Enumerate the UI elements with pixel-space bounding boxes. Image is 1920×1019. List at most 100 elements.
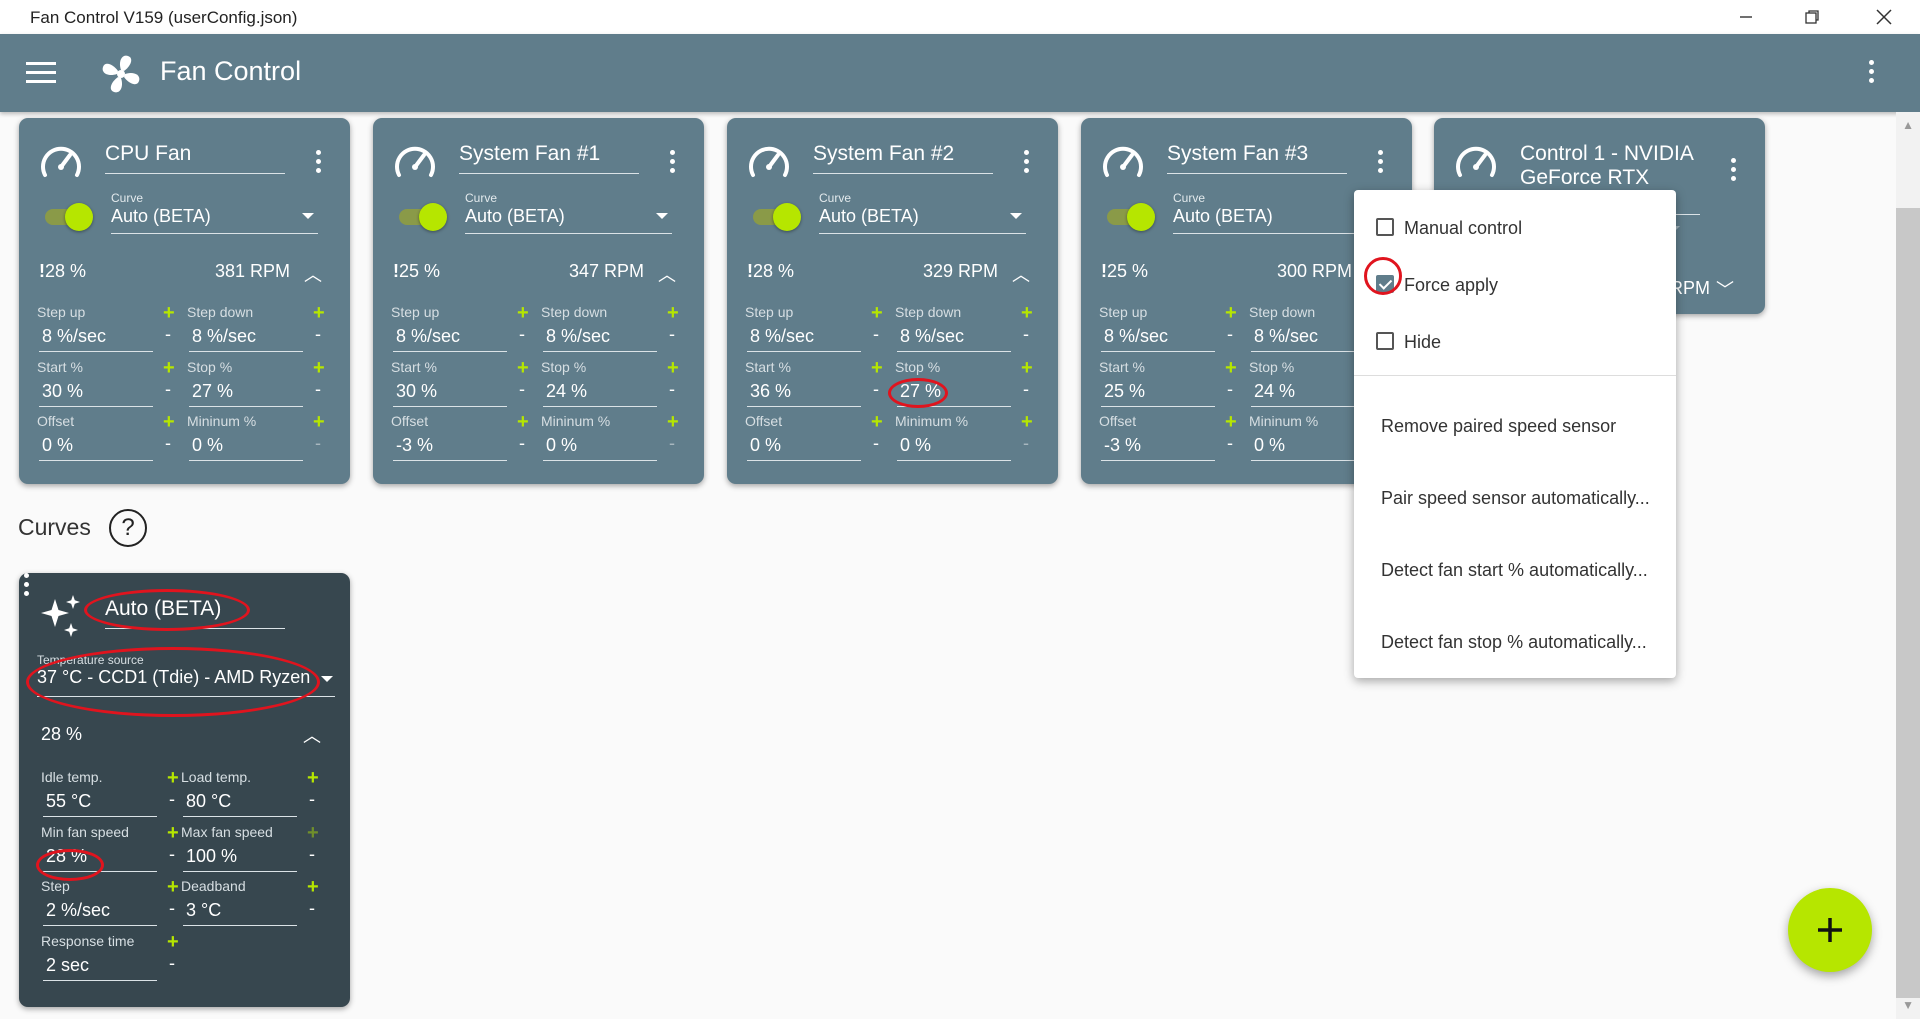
decrement-button[interactable]: - — [873, 379, 879, 399]
decrement-button[interactable]: - — [169, 844, 175, 864]
increment-button[interactable]: + — [307, 876, 319, 898]
decrement-button[interactable]: - — [1227, 324, 1233, 344]
control-name-field[interactable]: System Fan #2 — [813, 142, 993, 174]
curve-select[interactable]: Auto (BETA) — [465, 206, 672, 234]
menu-item-remove-paired-sensor[interactable]: Remove paired speed sensor — [1354, 404, 1676, 448]
setting-value-input[interactable]: 0 % — [543, 435, 657, 461]
setting-value-input[interactable]: 2 sec — [43, 955, 157, 981]
curve-select[interactable]: Auto (BETA) — [819, 206, 1026, 234]
setting-value-input[interactable]: 3 °C — [183, 900, 297, 926]
add-button[interactable] — [1788, 888, 1872, 972]
setting-value-input[interactable]: 0 % — [1251, 435, 1365, 461]
decrement-button[interactable]: - — [169, 789, 175, 809]
more-vert-icon[interactable] — [1726, 158, 1740, 181]
minimize-button[interactable] — [1716, 0, 1776, 34]
increment-button[interactable]: + — [1225, 302, 1237, 324]
setting-value-input[interactable]: -3 % — [393, 435, 507, 461]
decrement-button[interactable]: - — [165, 433, 171, 453]
control-name-field[interactable]: CPU Fan — [105, 142, 285, 174]
setting-value-input[interactable]: 100 % — [183, 846, 297, 872]
menu-item-detect-stop[interactable]: Detect fan stop % automatically... — [1354, 620, 1676, 664]
setting-value-input[interactable]: 36 % — [747, 381, 861, 407]
scrollbar-thumb[interactable] — [1896, 208, 1920, 998]
scroll-up-arrow[interactable]: ▲ — [1902, 118, 1914, 132]
hamburger-icon[interactable] — [26, 62, 58, 84]
increment-button[interactable]: + — [163, 357, 175, 379]
setting-value-input[interactable]: 30 % — [39, 381, 153, 407]
increment-button[interactable]: + — [871, 411, 883, 433]
decrement-button[interactable]: - — [169, 953, 175, 973]
increment-button[interactable]: + — [307, 767, 319, 789]
decrement-button[interactable]: - — [1023, 379, 1029, 399]
setting-value-input[interactable]: 8 %/sec — [189, 326, 303, 352]
setting-value-input[interactable]: 30 % — [393, 381, 507, 407]
decrement-button[interactable]: - — [309, 789, 315, 809]
setting-value-input[interactable]: 8 %/sec — [897, 326, 1011, 352]
decrement-button[interactable]: - — [315, 433, 321, 453]
decrement-button[interactable]: - — [669, 433, 675, 453]
increment-button[interactable]: + — [517, 357, 529, 379]
increment-button[interactable]: + — [167, 876, 179, 898]
increment-button[interactable]: + — [871, 302, 883, 324]
setting-value-input[interactable]: 80 °C — [183, 791, 297, 817]
increment-button[interactable]: + — [667, 411, 679, 433]
setting-value-input[interactable]: -3 % — [1101, 435, 1215, 461]
increment-button[interactable]: + — [1021, 411, 1033, 433]
increment-button[interactable]: + — [667, 357, 679, 379]
increment-button[interactable]: + — [313, 411, 325, 433]
decrement-button[interactable]: - — [315, 324, 321, 344]
menu-item-manual-control[interactable]: Manual control — [1354, 208, 1676, 248]
menu-item-force-apply[interactable]: Force apply — [1354, 265, 1676, 305]
decrement-button[interactable]: - — [519, 379, 525, 399]
more-vert-icon[interactable] — [1019, 150, 1033, 173]
decrement-button[interactable]: - — [1227, 379, 1233, 399]
increment-button[interactable]: + — [167, 822, 179, 844]
increment-button[interactable]: + — [313, 357, 325, 379]
collapse-chevron-icon[interactable]: ︿ — [304, 265, 322, 285]
decrement-button[interactable]: - — [519, 433, 525, 453]
collapse-chevron-icon[interactable]: ︿ — [303, 726, 321, 746]
setting-value-input[interactable]: 55 °C — [43, 791, 157, 817]
decrement-button[interactable]: - — [1023, 433, 1029, 453]
increment-button[interactable]: + — [1225, 357, 1237, 379]
setting-value-input[interactable]: 24 % — [543, 381, 657, 407]
enable-toggle[interactable] — [753, 203, 801, 231]
setting-value-input[interactable]: 0 % — [39, 435, 153, 461]
decrement-button[interactable]: - — [309, 898, 315, 918]
setting-value-input[interactable]: 0 % — [897, 435, 1011, 461]
curve-select[interactable]: Auto (BETA) — [1173, 206, 1380, 234]
control-name-field[interactable]: System Fan #1 — [459, 142, 639, 174]
increment-button[interactable]: + — [307, 822, 319, 844]
more-vert-icon[interactable] — [665, 150, 679, 173]
more-vert-icon[interactable] — [1373, 150, 1387, 173]
decrement-button[interactable]: - — [669, 379, 675, 399]
increment-button[interactable]: + — [517, 411, 529, 433]
decrement-button[interactable]: - — [315, 379, 321, 399]
decrement-button[interactable]: - — [165, 379, 171, 399]
increment-button[interactable]: + — [163, 411, 175, 433]
setting-value-input[interactable]: 8 %/sec — [747, 326, 861, 352]
close-window-button[interactable] — [1854, 0, 1914, 34]
setting-value-input[interactable]: 8 %/sec — [1101, 326, 1215, 352]
decrement-button[interactable]: - — [1023, 324, 1029, 344]
decrement-button[interactable]: - — [1227, 433, 1233, 453]
increment-button[interactable]: + — [163, 302, 175, 324]
collapse-chevron-icon[interactable]: ︿ — [658, 265, 676, 285]
increment-button[interactable]: + — [871, 357, 883, 379]
restore-button[interactable] — [1782, 0, 1842, 34]
menu-item-pair-sensor-auto[interactable]: Pair speed sensor automatically... — [1354, 476, 1676, 520]
setting-value-input[interactable]: 8 %/sec — [543, 326, 657, 352]
enable-toggle[interactable] — [399, 203, 447, 231]
increment-button[interactable]: + — [667, 302, 679, 324]
curve-select[interactable]: Auto (BETA) — [111, 206, 318, 234]
control-name-field[interactable]: System Fan #3 — [1167, 142, 1347, 174]
menu-item-hide[interactable]: Hide — [1354, 322, 1676, 362]
setting-value-input[interactable]: 8 %/sec — [39, 326, 153, 352]
enable-toggle[interactable] — [1107, 203, 1155, 231]
setting-value-input[interactable]: 2 %/sec — [43, 900, 157, 926]
more-vert-icon[interactable] — [1864, 60, 1878, 83]
help-icon[interactable]: ? — [109, 509, 147, 547]
increment-button[interactable]: + — [1225, 411, 1237, 433]
decrement-button[interactable]: - — [309, 844, 315, 864]
more-vert-icon[interactable] — [19, 573, 33, 596]
